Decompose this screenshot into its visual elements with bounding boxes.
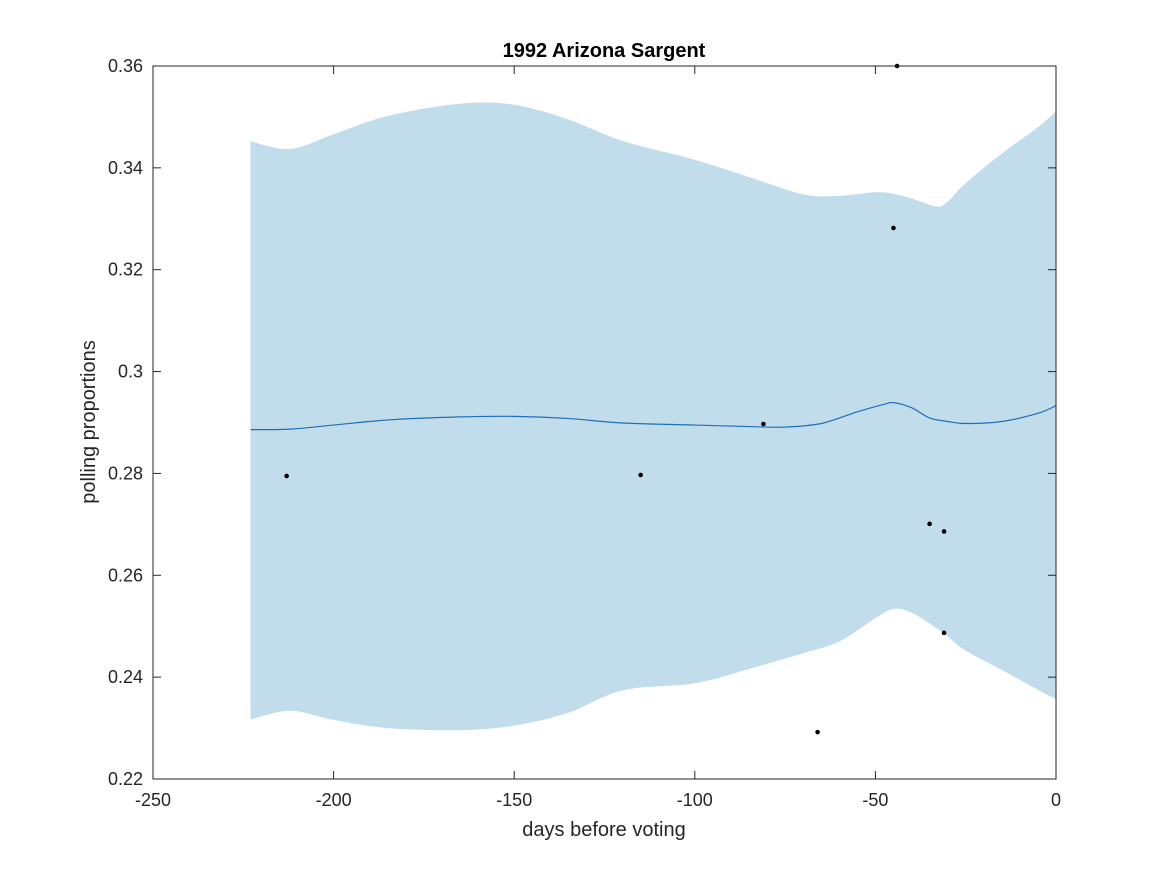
y-tick-label: 0.22	[108, 769, 143, 789]
axes-box	[152, 65, 1057, 780]
y-tick-label: 0.26	[108, 565, 143, 585]
x-tick-label: -150	[496, 790, 532, 810]
x-tick-label: -50	[862, 790, 888, 810]
y-tick-label: 0.34	[108, 158, 143, 178]
poll-point	[891, 225, 896, 231]
y-tick-label: 0.3	[118, 362, 143, 382]
y-axis-label: polling proportions	[78, 340, 100, 503]
poll-point	[761, 421, 766, 427]
x-axis-label: days before voting	[522, 819, 685, 841]
poll-point	[941, 630, 947, 636]
chart-title: 1992 Arizona Sargent	[503, 40, 706, 62]
mean-trend-line	[250, 401, 1057, 431]
x-tick-label: -250	[135, 790, 171, 810]
poll-point	[638, 472, 643, 478]
poll-point	[815, 729, 820, 735]
confidence-band	[250, 102, 1056, 731]
poll-point	[941, 529, 947, 534]
x-tick-label: -200	[316, 790, 352, 810]
poll-point	[284, 473, 289, 479]
plot-area	[250, 63, 1057, 735]
y-tick-label: 0.32	[108, 260, 143, 280]
y-tick-label: 0.24	[108, 667, 143, 687]
poll-point	[927, 521, 932, 527]
y-tick-label: 0.36	[108, 56, 143, 76]
y-tick-label: 0.28	[108, 463, 143, 483]
x-tick-label: 0	[1051, 790, 1061, 810]
axes: -250 -200 -150 -100 -50 0 0.22 0.24 0.26 0.28 0.3 0…	[108, 56, 1061, 810]
x-tick-label: -100	[677, 790, 713, 810]
